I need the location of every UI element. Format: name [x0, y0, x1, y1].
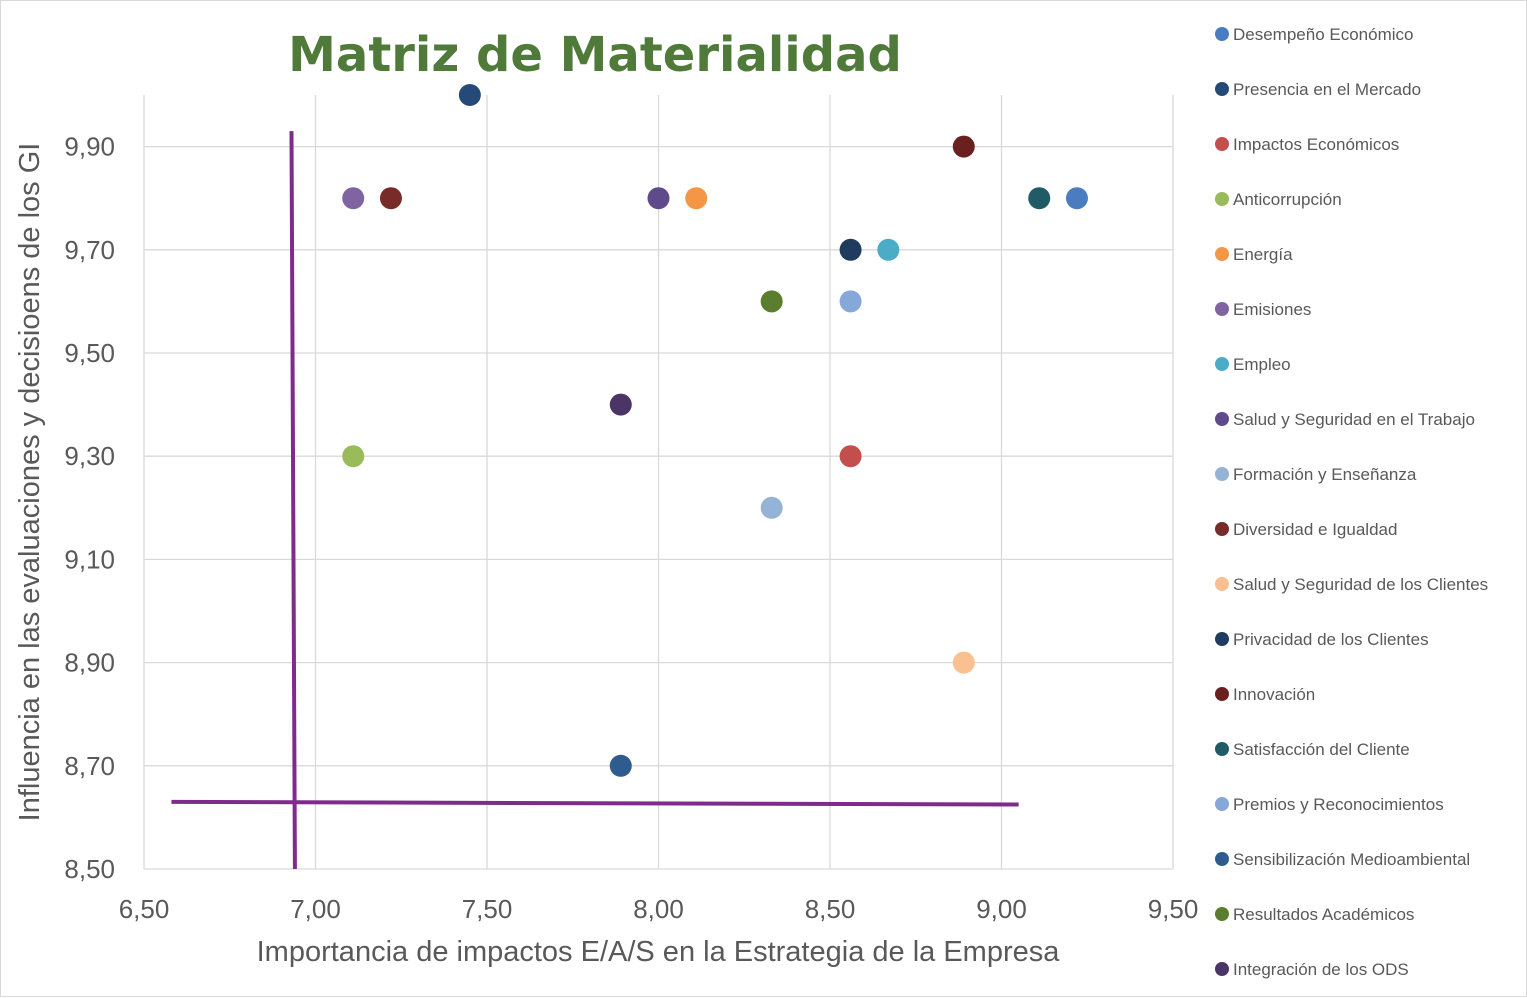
- legend-label: Premios y Reconocimientos: [1233, 795, 1444, 814]
- data-points: [342, 84, 1088, 777]
- legend-label: Emisiones: [1233, 300, 1311, 319]
- threshold-horizontal-line: [171, 799, 1019, 807]
- legend-marker: [1215, 247, 1229, 261]
- y-axis-label: Influencia en las evaluaciones y decisio…: [14, 143, 46, 822]
- legend-label: Presencia en el Mercado: [1233, 80, 1421, 99]
- gridlines: [143, 95, 1174, 870]
- legend-marker: [1215, 522, 1229, 536]
- legend-label: Privacidad de los Clientes: [1233, 630, 1429, 649]
- legend-label: Diversidad e Igualdad: [1233, 520, 1397, 539]
- legend-label: Sensibilización Medioambiental: [1233, 850, 1470, 869]
- x-tick-label: 9,00: [976, 894, 1027, 924]
- legend-marker: [1215, 137, 1229, 151]
- legend-label: Empleo: [1233, 355, 1291, 374]
- legend-marker: [1215, 962, 1229, 976]
- y-tick-label: 9,50: [64, 338, 115, 368]
- legend-marker: [1215, 907, 1229, 921]
- legend-marker: [1215, 192, 1229, 206]
- chart-title: Matriz de Materialidad: [288, 27, 902, 83]
- x-tick-label: 7,00: [290, 894, 341, 924]
- legend-label: Integración de los ODS: [1233, 960, 1409, 979]
- legend-marker: [1215, 302, 1229, 316]
- legend-label: Impactos Económicos: [1233, 135, 1399, 154]
- data-point[interactable]: [877, 238, 900, 261]
- y-tick-label: 9,70: [64, 235, 115, 265]
- legend-label: Energía: [1233, 245, 1293, 264]
- data-point[interactable]: [760, 496, 783, 519]
- y-tick-label: 8,70: [64, 751, 115, 781]
- x-tick-label: 8,50: [805, 894, 856, 924]
- legend-marker: [1215, 82, 1229, 96]
- legend-label: Salud y Seguridad en el Trabajo: [1233, 410, 1475, 429]
- data-point[interactable]: [342, 445, 365, 468]
- legend: Desempeño Económico Presencia en el Merca…: [1215, 25, 1488, 979]
- data-point[interactable]: [609, 393, 632, 416]
- x-tick-label: 7,50: [462, 894, 513, 924]
- y-tick-label: 8,90: [64, 648, 115, 678]
- legend-marker: [1215, 357, 1229, 371]
- data-point[interactable]: [647, 187, 670, 210]
- legend-label: Formación y Enseñanza: [1233, 465, 1417, 484]
- legend-marker: [1215, 742, 1229, 756]
- data-point[interactable]: [1065, 187, 1088, 210]
- legend-marker: [1215, 687, 1229, 701]
- legend-marker: [1215, 632, 1229, 646]
- data-point[interactable]: [379, 187, 402, 210]
- y-tick-label: 9,90: [64, 132, 115, 162]
- data-point[interactable]: [839, 290, 862, 313]
- tick-labels: 6,50 7,00 7,50 8,00 8,50 9,00 9,50 8,50 8,70 8,90…: [64, 132, 1198, 924]
- legend-marker: [1215, 577, 1229, 591]
- y-tick-label: 8,50: [64, 854, 115, 884]
- legend-marker: [1215, 852, 1229, 866]
- data-point[interactable]: [609, 754, 632, 777]
- x-tick-label: 8,00: [633, 894, 684, 924]
- data-point[interactable]: [760, 290, 783, 313]
- x-tick-label: 9,50: [1148, 894, 1199, 924]
- legend-label: Resultados Académicos: [1233, 905, 1414, 924]
- legend-label: Innovación: [1233, 685, 1315, 704]
- y-tick-label: 9,10: [64, 544, 115, 574]
- data-point[interactable]: [839, 445, 862, 468]
- data-point[interactable]: [952, 135, 975, 158]
- data-point[interactable]: [342, 187, 365, 210]
- legend-label: Anticorrupción: [1233, 190, 1342, 209]
- data-point[interactable]: [839, 238, 862, 261]
- x-tick-label: 6,50: [119, 894, 170, 924]
- threshold-lines: [171, 131, 1019, 870]
- legend-marker: [1215, 27, 1229, 41]
- legend-label: Desempeño Económico: [1233, 25, 1413, 44]
- legend-label: Satisfacción del Cliente: [1233, 740, 1410, 759]
- threshold-vertical-line: [289, 131, 297, 870]
- legend-label: Salud y Seguridad de los Clientes: [1233, 575, 1488, 594]
- data-point[interactable]: [1028, 187, 1051, 210]
- data-point[interactable]: [685, 187, 708, 210]
- data-point[interactable]: [952, 651, 975, 674]
- legend-marker: [1215, 467, 1229, 481]
- x-axis-label: Importancia de impactos E/A/S en la Estr…: [257, 936, 1061, 968]
- y-tick-label: 9,30: [64, 441, 115, 471]
- legend-marker: [1215, 797, 1229, 811]
- data-point[interactable]: [458, 84, 481, 106]
- legend-marker: [1215, 412, 1229, 426]
